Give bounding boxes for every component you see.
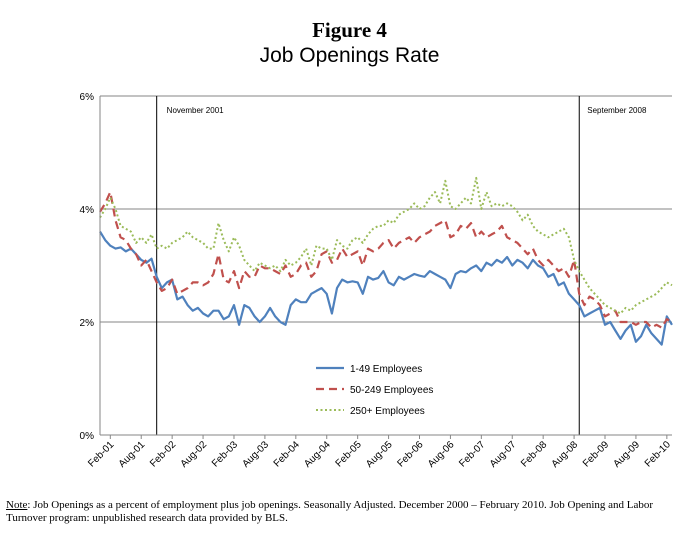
figure-label: Figure 4 xyxy=(312,18,387,42)
legend-label: 1-49 Employees xyxy=(350,364,422,375)
x-tick-label: Aug-01 xyxy=(117,439,148,470)
legend-label: 250+ Employees xyxy=(350,406,425,417)
x-tick-label: Aug-06 xyxy=(426,439,457,470)
y-tick-label: 4% xyxy=(80,205,95,216)
x-tick-label: Aug-09 xyxy=(611,439,642,470)
x-tick-label: Aug-03 xyxy=(240,439,271,470)
x-tick-label: Feb-02 xyxy=(148,439,178,469)
x-tick-label: Feb-06 xyxy=(395,439,425,469)
x-tick-label: Feb-04 xyxy=(272,439,302,469)
x-tick-label: Feb-09 xyxy=(581,439,611,469)
x-tick-label: Feb-08 xyxy=(519,439,549,469)
note-text: : Job Openings as a percent of employmen… xyxy=(6,499,654,524)
x-tick-label: Aug-07 xyxy=(488,439,519,470)
x-tick-label: Aug-08 xyxy=(550,439,581,470)
series-line-250-employees xyxy=(99,176,673,315)
y-tick-label: 6% xyxy=(80,92,95,103)
y-tick-label: 2% xyxy=(80,318,95,329)
chart-title: Job Openings Rate xyxy=(259,44,440,67)
series-line-1-49-employees xyxy=(99,231,673,346)
x-tick-label: Feb-10 xyxy=(643,439,673,469)
x-tick-label: Aug-04 xyxy=(302,439,333,470)
x-tick-label: Feb-05 xyxy=(334,439,364,469)
series-line-50-249-employees xyxy=(99,191,673,329)
x-tick-label: Aug-02 xyxy=(179,439,210,470)
y-tick-label: 0% xyxy=(80,431,95,442)
footnote: Note: Job Openings as a percent of emplo… xyxy=(6,499,696,525)
x-tick-label: Feb-07 xyxy=(457,439,487,469)
x-tick-label: Aug-05 xyxy=(364,439,395,470)
recession-marker-label: September 2008 xyxy=(587,106,647,115)
recession-marker-label: November 2001 xyxy=(167,106,224,115)
x-tick-label: Feb-01 xyxy=(86,439,116,469)
legend-label: 50-249 Employees xyxy=(350,385,433,396)
note-prefix: Note xyxy=(6,499,28,511)
x-tick-label: Feb-03 xyxy=(210,439,240,469)
